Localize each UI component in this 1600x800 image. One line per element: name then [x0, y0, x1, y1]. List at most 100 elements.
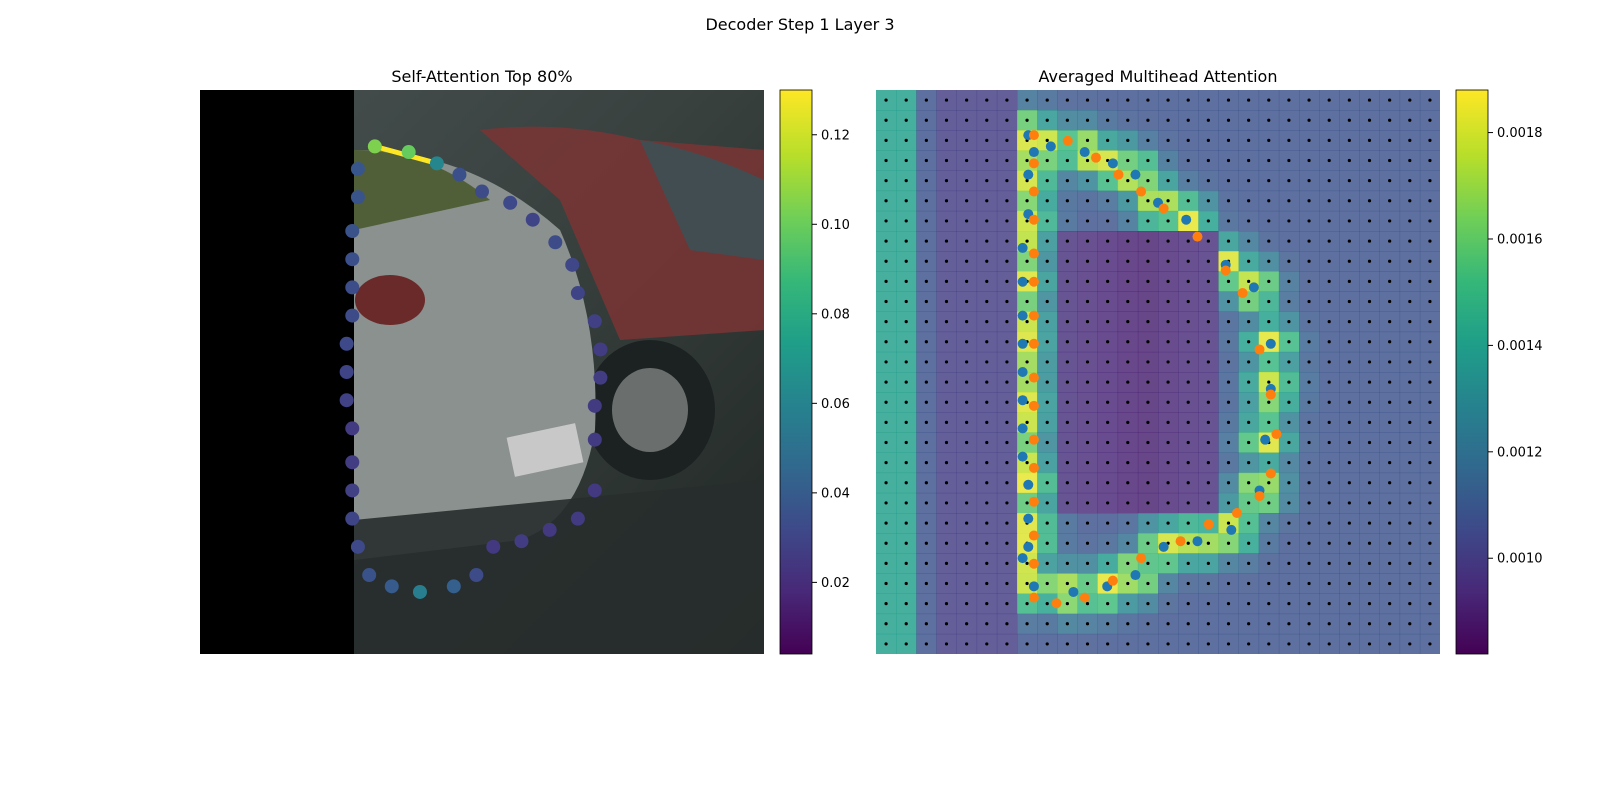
grid-dot	[1347, 501, 1351, 505]
grid-dot	[1267, 602, 1271, 606]
colorbar-tick-label-0: 0.0010	[1497, 552, 1543, 567]
grid-dot	[1186, 179, 1190, 183]
grid-dot	[1065, 420, 1069, 424]
predicted-point-23	[1028, 530, 1039, 541]
predicted-point-7	[1220, 265, 1231, 276]
reference-point-34	[1028, 147, 1039, 158]
grid-dot	[1226, 199, 1231, 203]
grid-dot	[1247, 340, 1251, 344]
reference-point-13	[1226, 524, 1237, 535]
grid-dot	[944, 440, 949, 445]
grid-dot	[1287, 481, 1291, 485]
grid-dot	[1267, 622, 1271, 626]
grid-dot	[1025, 158, 1029, 163]
grid-dot	[884, 380, 888, 384]
grid-dot	[1106, 440, 1110, 445]
grid-dot	[985, 602, 989, 606]
grid-dot	[1005, 602, 1009, 606]
grid-dot	[1065, 501, 1069, 505]
right-panel-title: Averaged Multihead Attention	[1039, 67, 1278, 86]
grid-dot	[1307, 602, 1311, 606]
grid-dot	[944, 259, 949, 263]
grid-dot	[1367, 521, 1372, 525]
grid-dot	[1428, 602, 1432, 606]
grid-dot	[1045, 239, 1049, 243]
grid-dot	[1045, 581, 1049, 586]
grid-dot	[1327, 481, 1331, 485]
grid-dot	[1025, 380, 1029, 384]
grid-dot	[1267, 481, 1271, 485]
grid-dot	[1247, 561, 1251, 565]
grid-dot	[1367, 541, 1372, 545]
grid-dot	[1428, 581, 1432, 586]
grid-dot	[1065, 602, 1069, 606]
ground-shape	[354, 480, 764, 654]
grid-dot	[1126, 340, 1130, 344]
grid-dot	[1146, 239, 1150, 243]
grid-dot	[1428, 199, 1432, 203]
reference-point-6	[1181, 214, 1192, 225]
grid-dot	[1247, 622, 1251, 626]
grid-dot	[1085, 400, 1090, 404]
grid-dot	[1126, 400, 1130, 404]
grid-dot	[1287, 501, 1291, 505]
grid-dot	[1327, 521, 1331, 525]
grid-dot	[1428, 299, 1432, 304]
grid-dot	[1388, 420, 1392, 424]
colorbar-tick-label-3: 0.0016	[1497, 232, 1543, 247]
grid-dot	[924, 440, 928, 445]
grid-dot	[1307, 581, 1311, 586]
grid-dot	[1287, 279, 1291, 283]
grid-dot	[1307, 98, 1311, 102]
grid-dot	[1247, 118, 1251, 122]
attention-point-14	[587, 432, 602, 447]
grid-dot	[1146, 642, 1150, 646]
grid-dot	[965, 219, 969, 223]
grid-dot	[985, 581, 989, 586]
grid-dot	[1106, 420, 1110, 424]
grid-dot	[904, 340, 908, 344]
grid-dot	[1247, 199, 1251, 203]
grid-dot	[1045, 400, 1049, 404]
grid-dot	[1005, 239, 1009, 243]
grid-dot	[1327, 400, 1331, 404]
attention-point-27	[345, 483, 360, 498]
grid-dot	[1065, 481, 1069, 485]
reference-point-3	[1107, 158, 1118, 169]
grid-dot	[1247, 158, 1251, 163]
grid-dot	[1005, 521, 1009, 525]
grid-dot	[1367, 501, 1372, 505]
grid-dot	[1106, 561, 1110, 565]
grid-dot	[1226, 602, 1231, 606]
grid-dot	[1247, 602, 1251, 606]
grid-dot	[1005, 360, 1009, 364]
predicted-point-17	[1136, 553, 1147, 564]
grid-dot	[1367, 259, 1372, 263]
grid-dot	[1126, 622, 1130, 626]
grid-dot	[1347, 219, 1351, 223]
grid-dot	[1367, 179, 1372, 183]
grid-dot	[1146, 259, 1150, 263]
grid-dot	[1267, 501, 1271, 505]
grid-dot	[1367, 602, 1372, 606]
grid-dot	[924, 541, 928, 545]
grid-dot	[965, 259, 969, 263]
license-plate-shape	[506, 423, 584, 477]
grid-dot	[1166, 138, 1170, 142]
grid-dot	[965, 199, 969, 203]
grid-dot	[1166, 400, 1170, 404]
grid-dot	[1267, 179, 1271, 183]
grid-dot	[1065, 259, 1069, 263]
grid-dot	[1106, 259, 1110, 263]
grid-dot	[1226, 138, 1231, 142]
grid-dot	[985, 360, 989, 364]
grid-dot	[1065, 440, 1069, 445]
grid-dot	[1428, 541, 1432, 545]
grid-dot	[1166, 622, 1170, 626]
grid-dot	[1065, 541, 1069, 545]
grid-dot	[1388, 98, 1392, 102]
grid-dot	[1428, 380, 1432, 384]
grid-dot	[1065, 642, 1069, 646]
grid-dot	[1166, 179, 1170, 183]
grid-dot	[1186, 642, 1190, 646]
